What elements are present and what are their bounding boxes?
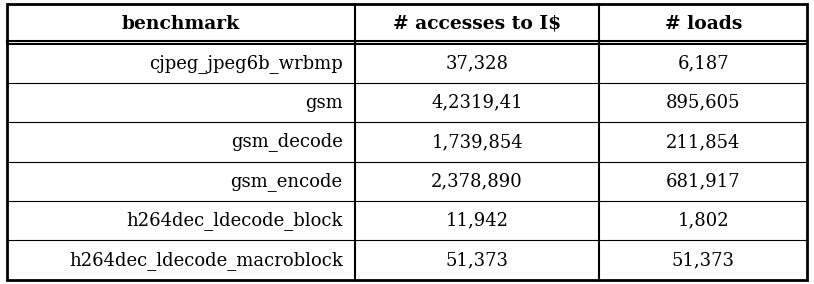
Text: # loads: # loads: [665, 15, 742, 33]
Text: 681,917: 681,917: [666, 172, 741, 190]
Text: h264dec_ldecode_macroblock: h264dec_ldecode_macroblock: [69, 250, 343, 270]
Text: gsm_encode: gsm_encode: [230, 172, 343, 191]
Text: 2,378,890: 2,378,890: [431, 172, 523, 190]
Text: 51,373: 51,373: [445, 251, 509, 269]
Text: gsm_decode: gsm_decode: [231, 133, 343, 151]
Text: benchmark: benchmark: [121, 15, 240, 33]
Text: # accesses to I$: # accesses to I$: [393, 15, 561, 33]
Text: 211,854: 211,854: [666, 133, 741, 151]
Text: 4,2319,41: 4,2319,41: [431, 94, 523, 112]
Text: 51,373: 51,373: [672, 251, 735, 269]
Text: 6,187: 6,187: [677, 54, 729, 72]
Text: gsm: gsm: [305, 94, 343, 112]
Text: 1,739,854: 1,739,854: [431, 133, 523, 151]
Text: 11,942: 11,942: [445, 212, 509, 230]
Text: 1,802: 1,802: [677, 212, 729, 230]
Text: 895,605: 895,605: [666, 94, 741, 112]
Text: 37,328: 37,328: [445, 54, 509, 72]
Text: cjpeg_jpeg6b_wrbmp: cjpeg_jpeg6b_wrbmp: [149, 54, 343, 73]
Text: h264dec_ldecode_block: h264dec_ldecode_block: [126, 211, 343, 230]
